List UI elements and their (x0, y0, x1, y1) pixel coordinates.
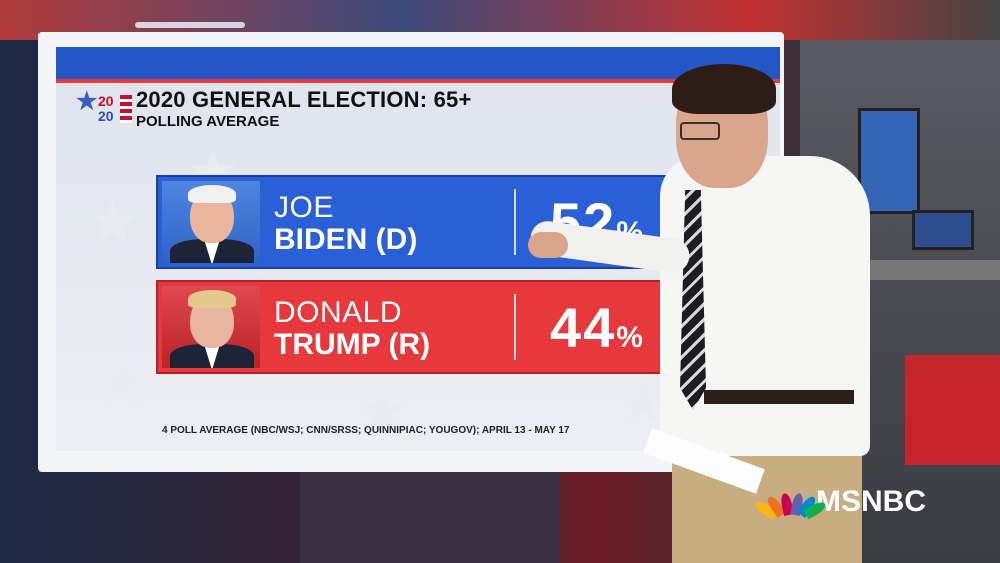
header-red-line (56, 79, 780, 83)
presenter-hand (528, 232, 568, 258)
studio-floor (300, 460, 560, 563)
studio-monitor (858, 108, 920, 214)
presenter-glasses (680, 122, 720, 140)
logo-year-top: 20 (98, 93, 114, 109)
graphic-title: 2020 GENERAL ELECTION: 65+ (136, 87, 472, 112)
candidate-row-trump: DONALD TRUMP (R) 44% (156, 280, 682, 374)
presenter-belt (704, 390, 854, 404)
presenter-hair (672, 64, 776, 114)
election-graphic: ★ ★ ★ ★ ★ ★ 20 20 2020 GENERAL ELECTION:… (56, 47, 780, 451)
candidate-last-name: TRUMP (R) (274, 328, 431, 361)
candidate-last-name: BIDEN (D) (274, 223, 418, 256)
ceiling-light (135, 22, 245, 28)
background-star: ★ (86, 188, 140, 255)
network-name: MSNBC (816, 485, 926, 518)
background-star: ★ (96, 348, 150, 415)
graphic-subtitle: POLLING AVERAGE (136, 113, 280, 130)
percent-sign: % (616, 321, 645, 354)
star-icon: ★ (76, 88, 98, 115)
candidate-first-name: JOE (274, 191, 334, 224)
studio-monitor (912, 210, 974, 250)
percentage-value: 44 (550, 296, 617, 359)
peacock-icon (753, 489, 828, 520)
presenter (528, 60, 880, 563)
candidate-first-name: DONALD (274, 296, 403, 329)
graphic-footnote: 4 POLL AVERAGE (NBC/WSJ; CNN/SRSS; QUINN… (162, 425, 570, 436)
studio-red-panel (905, 355, 1000, 465)
election-2020-logo: ★ 20 20 (76, 88, 132, 125)
candidate-percentage: 44% (550, 298, 645, 368)
background-star: ★ (356, 378, 410, 445)
header-stripe (56, 47, 780, 79)
candidate-photo-biden (162, 181, 260, 263)
studio-desk (850, 260, 1000, 280)
row-divider (514, 294, 516, 360)
flag-stripes-icon (120, 95, 132, 123)
presenter-tie (680, 190, 706, 410)
row-divider (514, 189, 516, 255)
network-logo: MSNBC (753, 485, 926, 520)
candidate-photo-trump (162, 286, 260, 368)
logo-year-bottom: 20 (98, 108, 114, 124)
